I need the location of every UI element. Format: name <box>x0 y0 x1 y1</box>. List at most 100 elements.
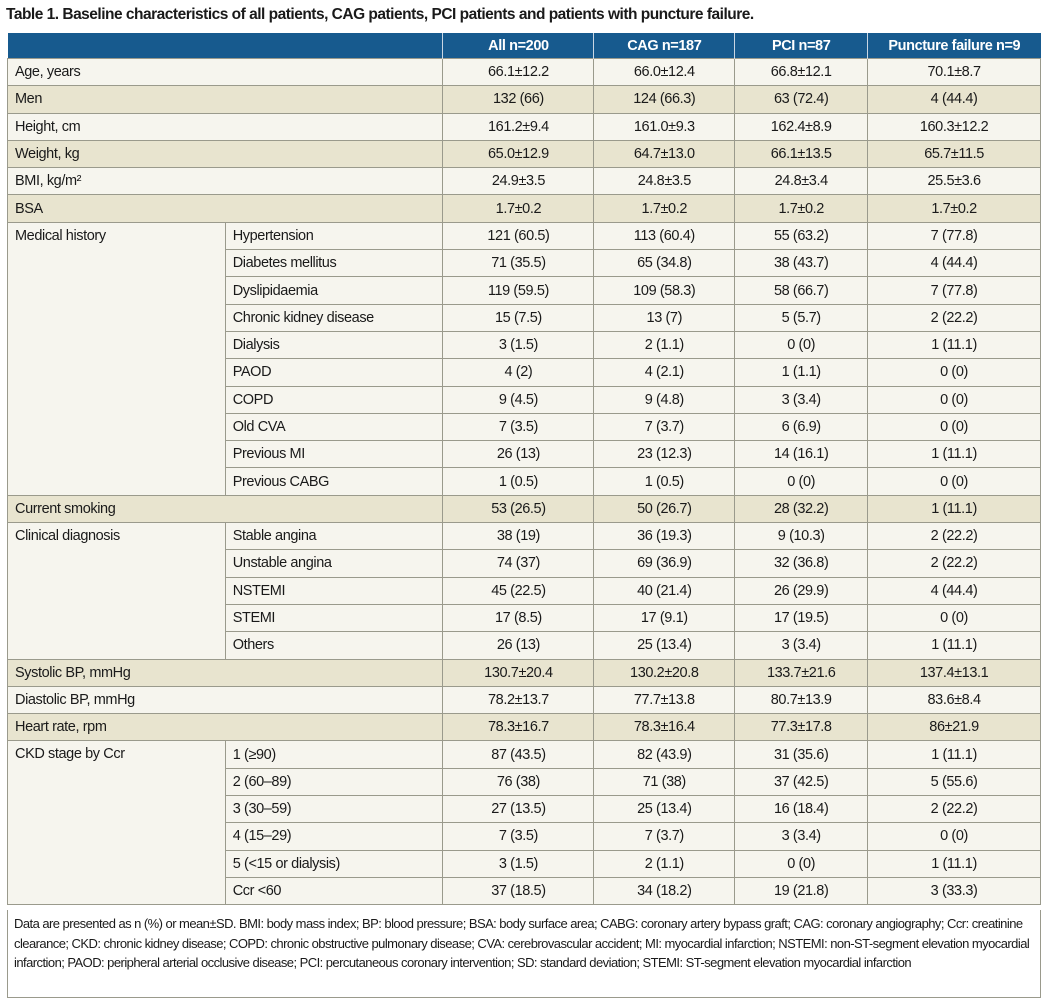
value-cell: 65.0±12.9 <box>442 139 595 169</box>
table-row: Clinical diagnosis Stable angina 38 (19) 36… <box>7 522 1041 660</box>
value-cell: 9 (4.5) <box>442 385 595 414</box>
value-cell: 130.7±20.4 <box>442 658 595 687</box>
row-label: Old CVA <box>224 412 444 442</box>
value-cell: 2 (22.2) <box>867 522 1041 551</box>
group-label: Medical history <box>7 221 226 496</box>
row-label: Chronic kidney disease <box>224 303 444 332</box>
value-cell: 161.0±9.3 <box>593 112 736 141</box>
value-cell: 24.9±3.5 <box>442 167 595 196</box>
row-label: BSA <box>6 194 444 223</box>
value-cell: 5 (5.7) <box>734 303 869 332</box>
column-header: PCI n=87 <box>734 33 868 59</box>
row-label: Previous MI <box>224 440 444 469</box>
table-row: BSA 1.7±0.2 1.7±0.2 1.7±0.2 1.7±0.2 <box>6 194 1041 223</box>
table-row: Systolic BP, mmHg 130.7±20.4 130.2±20.8 133… <box>6 658 1041 687</box>
value-cell: 65 (34.8) <box>593 249 736 278</box>
value-cell: 109 (58.3) <box>593 276 736 305</box>
value-cell: 2 (22.2) <box>867 549 1041 578</box>
value-cell: 7 (77.8) <box>867 276 1041 305</box>
table-row: Others 26 (13) 25 (13.4) 3 (3.4) 1 (11.1) <box>8 631 1041 660</box>
table-row: Previous MI 26 (13) 23 (12.3) 14 (16.1) 1 (1… <box>8 440 1041 469</box>
value-cell: 26 (29.9) <box>734 576 869 605</box>
row-label: 4 (15–29) <box>224 822 444 851</box>
value-cell: 24.8±3.5 <box>593 167 736 196</box>
value-cell: 0 (0) <box>867 467 1041 496</box>
table-row: CKD stage by Ccr 1 (≥90) 87 (43.5) 82 (43.9… <box>7 740 1041 906</box>
table-row: 3 (30–59) 27 (13.5) 25 (13.4) 16 (18.4) 2 (2… <box>8 795 1041 824</box>
value-cell: 0 (0) <box>867 385 1041 414</box>
value-cell: 19 (21.8) <box>734 876 869 906</box>
row-label: Weight, kg <box>6 139 444 169</box>
value-cell: 23 (12.3) <box>593 440 736 469</box>
value-cell: 14 (16.1) <box>734 440 869 469</box>
value-cell: 1 (11.1) <box>867 849 1041 878</box>
row-label: Previous CABG <box>224 467 444 496</box>
table-row: Heart rate, rpm 78.3±16.7 78.3±16.4 77.3±17… <box>6 713 1041 742</box>
value-cell: 1 (11.1) <box>867 330 1041 360</box>
value-cell: 119 (59.5) <box>442 276 595 305</box>
value-cell: 3 (33.3) <box>867 876 1041 906</box>
table-title: Table 1. Baseline characteristics of all… <box>6 6 754 23</box>
value-cell: 2 (1.1) <box>593 849 736 878</box>
value-cell: 37 (18.5) <box>442 876 595 906</box>
value-cell: 2 (22.2) <box>867 795 1041 824</box>
value-cell: 7 (3.7) <box>593 822 736 851</box>
value-cell: 1 (0.5) <box>442 467 595 496</box>
value-cell: 31 (35.6) <box>734 740 869 769</box>
row-label: Diabetes mellitus <box>224 249 444 278</box>
value-cell: 70.1±8.7 <box>867 57 1041 87</box>
value-cell: 74 (37) <box>442 549 595 578</box>
value-cell: 17 (8.5) <box>442 603 595 633</box>
value-cell: 3 (3.4) <box>734 385 869 414</box>
value-cell: 7 (77.8) <box>867 221 1041 251</box>
value-cell: 9 (10.3) <box>734 522 869 551</box>
value-cell: 25 (13.4) <box>593 795 736 824</box>
row-label: BMI, kg/m² <box>6 167 444 196</box>
value-cell: 133.7±21.6 <box>734 658 869 687</box>
column-header: Puncture failure n=9 <box>867 33 1041 59</box>
value-cell: 55 (63.2) <box>734 221 869 251</box>
value-cell: 5 (55.6) <box>867 767 1041 797</box>
value-cell: 4 (44.4) <box>867 85 1041 114</box>
row-label: 3 (30–59) <box>224 795 444 824</box>
value-cell: 0 (0) <box>867 358 1041 387</box>
table-row: Chronic kidney disease 15 (7.5) 13 (7) 5 (5… <box>8 303 1041 332</box>
value-cell: 3 (1.5) <box>442 849 595 878</box>
row-label: PAOD <box>224 358 444 387</box>
value-cell: 40 (21.4) <box>593 576 736 605</box>
value-cell: 16 (18.4) <box>734 795 869 824</box>
row-label: NSTEMI <box>224 576 444 605</box>
value-cell: 2 (1.1) <box>593 330 736 360</box>
value-cell: 113 (60.4) <box>593 221 736 251</box>
table-row: Dyslipidaemia 119 (59.5) 109 (58.3) 58 (66.… <box>8 276 1041 305</box>
table-row: Old CVA 7 (3.5) 7 (3.7) 6 (6.9) 0 (0) <box>8 412 1041 442</box>
row-label: Current smoking <box>6 494 444 524</box>
value-cell: 7 (3.5) <box>442 822 595 851</box>
value-cell: 58 (66.7) <box>734 276 869 305</box>
table-row: Previous CABG 1 (0.5) 1 (0.5) 0 (0) 0 (0) <box>8 467 1041 496</box>
value-cell: 1.7±0.2 <box>442 194 595 223</box>
value-cell: 83.6±8.4 <box>867 685 1041 715</box>
value-cell: 65.7±11.5 <box>867 139 1041 169</box>
value-cell: 4 (44.4) <box>867 249 1041 278</box>
row-label: Age, years <box>6 57 444 87</box>
row-label: 2 (60–89) <box>224 767 444 797</box>
value-cell: 1.7±0.2 <box>867 194 1041 223</box>
value-cell: 7 (3.7) <box>593 412 736 442</box>
value-cell: 64.7±13.0 <box>593 139 736 169</box>
value-cell: 0 (0) <box>734 849 869 878</box>
row-label: 1 (≥90) <box>224 740 444 769</box>
value-cell: 77.3±17.8 <box>734 713 869 742</box>
value-cell: 132 (66) <box>442 85 595 114</box>
value-cell: 82 (43.9) <box>593 740 736 769</box>
value-cell: 66.0±12.4 <box>593 57 736 87</box>
group-label: Clinical diagnosis <box>7 522 226 660</box>
table-row: Unstable angina 74 (37) 69 (36.9) 32 (36.8)… <box>8 549 1041 578</box>
value-cell: 78.2±13.7 <box>442 685 595 715</box>
value-cell: 25 (13.4) <box>593 631 736 660</box>
value-cell: 4 (2) <box>442 358 595 387</box>
table-row: Dialysis 3 (1.5) 2 (1.1) 0 (0) 1 (11.1) <box>8 330 1041 360</box>
value-cell: 7 (3.5) <box>442 412 595 442</box>
row-label: Height, cm <box>6 112 444 141</box>
value-cell: 32 (36.8) <box>734 549 869 578</box>
